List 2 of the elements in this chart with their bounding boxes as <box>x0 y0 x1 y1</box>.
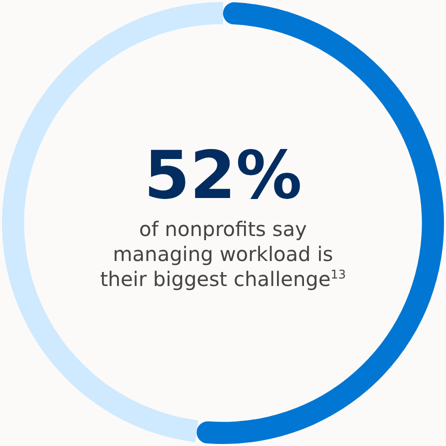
text: 52% <box>143 137 303 214</box>
text: of nonprofits say managing workload is their biggest challenge$^{13}$ <box>99 216 347 292</box>
